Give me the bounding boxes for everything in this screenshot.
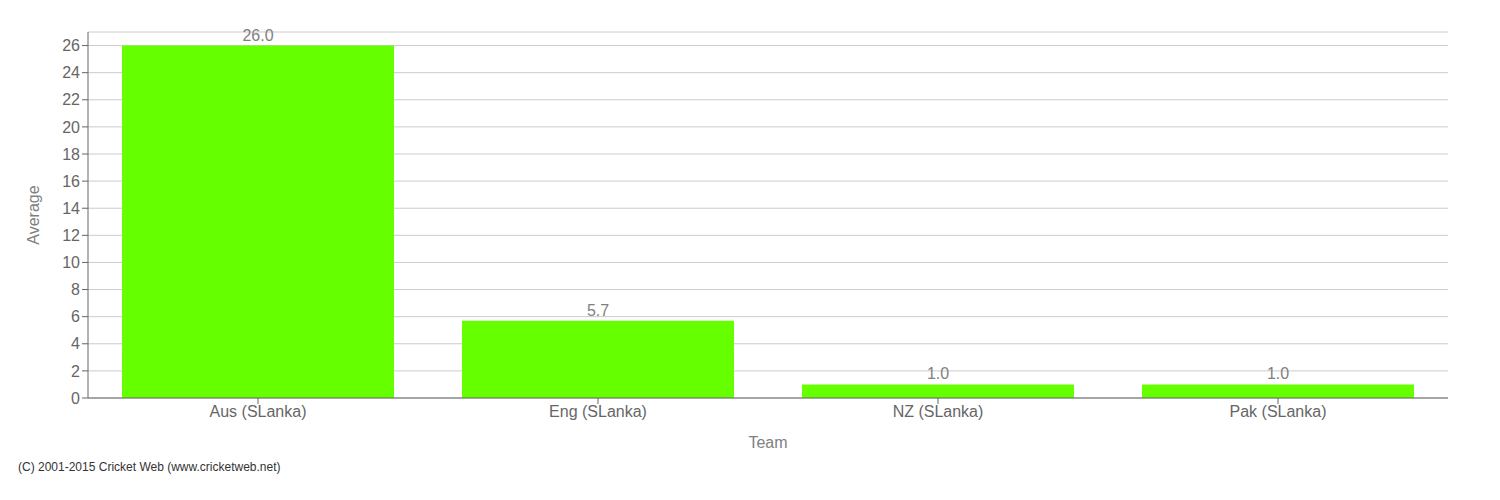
svg-text:8: 8 (71, 281, 80, 298)
svg-text:5.7: 5.7 (587, 302, 609, 319)
svg-text:26: 26 (62, 37, 80, 54)
svg-text:Eng (SLanka): Eng (SLanka) (549, 403, 647, 420)
svg-text:0: 0 (71, 390, 80, 407)
svg-text:22: 22 (62, 91, 80, 108)
svg-text:20: 20 (62, 119, 80, 136)
svg-text:4: 4 (71, 335, 80, 352)
svg-text:1.0: 1.0 (927, 365, 949, 382)
svg-text:24: 24 (62, 64, 80, 81)
svg-text:Team: Team (748, 434, 787, 451)
svg-text:1.0: 1.0 (1267, 365, 1289, 382)
svg-text:Pak (SLanka): Pak (SLanka) (1230, 403, 1327, 420)
svg-text:14: 14 (62, 200, 80, 217)
svg-text:2: 2 (71, 363, 80, 380)
svg-text:Average: Average (25, 185, 42, 244)
svg-text:12: 12 (62, 227, 80, 244)
svg-text:Aus (SLanka): Aus (SLanka) (210, 403, 307, 420)
svg-text:6: 6 (71, 308, 80, 325)
svg-text:10: 10 (62, 254, 80, 271)
svg-text:16: 16 (62, 173, 80, 190)
svg-text:NZ (SLanka): NZ (SLanka) (893, 403, 984, 420)
html-text:(C) 2001-2015 Cricket Web (www: (C) 2001-2015 Cricket Web (www.cricketwe… (18, 460, 281, 474)
svg-text:18: 18 (62, 146, 80, 163)
svg-text:26.0: 26.0 (242, 27, 273, 44)
